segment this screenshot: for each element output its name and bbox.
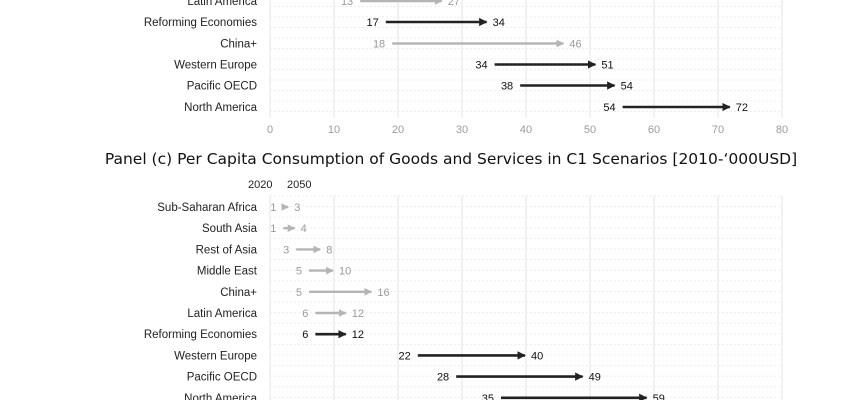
panel-b-x-tick-10: 10	[328, 124, 340, 136]
panel-b-latin-america-end-value: 27	[448, 0, 460, 8]
panel-c-rest-of-asia-end-value: 8	[326, 244, 332, 256]
panel-c-china-start-value: 5	[296, 287, 302, 299]
panel-b-x-tick-30: 30	[456, 124, 468, 136]
panel-b-pacific-oecd-end-value: 54	[621, 81, 633, 93]
panel-b-plot: Latin America 13 27 Reforming Economies 17 34…	[144, 0, 788, 136]
panel-b-china-end-value: 46	[569, 39, 581, 51]
panel-c-pacific-oecd-end-value: 49	[589, 372, 601, 384]
panel-c-china-label: China+	[220, 287, 257, 299]
panel-b-x-tick-80: 80	[776, 124, 788, 136]
panel-c-sub-saharan-africa-start-value: 1	[270, 202, 276, 214]
panel-c-china-end-value: 16	[377, 287, 389, 299]
panel-b-north-america-start-value: 54	[603, 102, 615, 114]
panel-b-reforming-economies-label: Reforming Economies	[144, 17, 257, 29]
panel-c-latin-america-end-value: 12	[352, 308, 364, 320]
panel-c-north-america-label: North America	[184, 393, 257, 400]
panel-c-rest-of-asia-label: Rest of Asia	[196, 244, 258, 256]
panel-c-middle-east-start-value: 5	[296, 266, 302, 278]
panel-b-north-america-end-value: 72	[736, 102, 748, 114]
panel-c-latin-america-label: Latin America	[187, 308, 257, 320]
panel-c-middle-east-end-value: 10	[339, 266, 351, 278]
panel-c-pacific-oecd-label: Pacific OECD	[187, 372, 257, 384]
panel-b-reforming-economies-end-value: 34	[493, 17, 505, 29]
panel-b-x-tick-40: 40	[520, 124, 532, 136]
panel-c-pacific-oecd-start-value: 28	[437, 372, 449, 384]
panel-c-south-asia-end-value: 4	[301, 223, 307, 235]
panel-c-reforming-economies-end-value: 12	[352, 329, 364, 341]
panel-b-western-europe-start-value: 34	[475, 60, 487, 72]
panel-b-north-america-label: North America	[184, 102, 257, 114]
panel-b-x-tick-0: 0	[267, 124, 273, 136]
panel-c-middle-east-label: Middle East	[197, 266, 258, 278]
panel-b-x-tick-70: 70	[712, 124, 724, 136]
panel-c-header-end-year: 2050	[287, 179, 311, 191]
panel-c-rest-of-asia-start-value: 3	[283, 244, 289, 256]
panel-c-reforming-economies-start-value: 6	[302, 329, 308, 341]
panel-c-latin-america-start-value: 6	[302, 308, 308, 320]
panel-b-x-tick-20: 20	[392, 124, 404, 136]
panel-c-sub-saharan-africa-label: Sub-Saharan Africa	[157, 202, 257, 214]
panel-b-pacific-oecd-start-value: 38	[501, 81, 513, 93]
panel-c-western-europe-label: Western Europe	[174, 350, 257, 362]
panel-c-south-asia-label: South Asia	[202, 223, 258, 235]
panel-b-china-label: China+	[220, 39, 257, 51]
panel-c-south-asia-start-value: 1	[270, 223, 276, 235]
panel-b-western-europe-label: Western Europe	[174, 60, 257, 72]
panel-b-china-start-value: 18	[373, 39, 385, 51]
panel-c-western-europe-start-value: 22	[399, 350, 411, 362]
panel-b-pacific-oecd-label: Pacific OECD	[187, 81, 257, 93]
panel-c-north-america-end-value: 59	[653, 393, 665, 400]
panel-c-north-america-start-value: 35	[482, 393, 494, 400]
panel-b-reforming-economies-start-value: 17	[367, 17, 379, 29]
panel-c-sub-saharan-africa-end-value: 3	[294, 202, 300, 214]
panel-c-reforming-economies-label: Reforming Economies	[144, 329, 257, 341]
panel-b-latin-america-start-value: 13	[341, 0, 353, 8]
panel-b-latin-america-label: Latin America	[187, 0, 257, 8]
panel-c-western-europe-end-value: 40	[531, 350, 543, 362]
panel-b-x-tick-50: 50	[584, 124, 596, 136]
panel-c-header-start-year: 2020	[248, 179, 272, 191]
panel-b-x-tick-60: 60	[648, 124, 660, 136]
panel-b-western-europe-end-value: 51	[601, 60, 613, 72]
panel-c-title: Panel (c) Per Capita Consumption of Good…	[105, 150, 797, 168]
